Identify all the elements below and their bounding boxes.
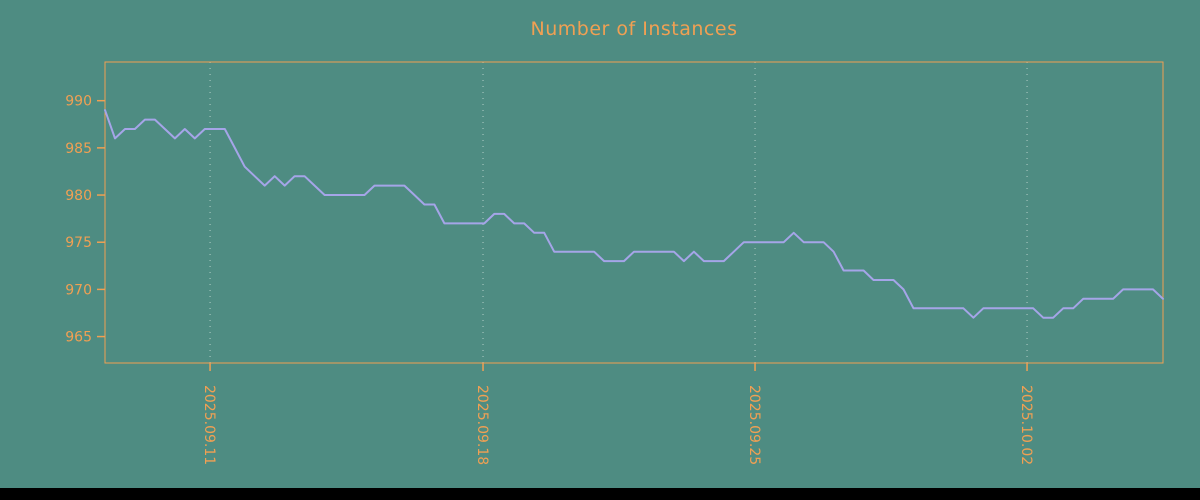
x-tick-label: 2025.09.11 (201, 385, 217, 465)
y-tick-label: 990 (65, 94, 92, 110)
y-tick-label: 965 (65, 330, 92, 346)
bottom-bar (0, 488, 1200, 500)
y-tick-label: 985 (65, 141, 92, 157)
instances-line (104, 109, 1164, 319)
chart-title: Number of Instances (530, 18, 738, 40)
plot-border (104, 61, 1164, 364)
x-tick-label: 2025.09.25 (746, 385, 762, 465)
x-tick-label: 2025.10.02 (1018, 385, 1034, 465)
y-tick-label: 970 (65, 282, 92, 298)
y-tick-label: 980 (65, 188, 92, 204)
x-tick-label: 2025.09.18 (474, 385, 490, 465)
y-tick-label: 975 (65, 235, 92, 251)
